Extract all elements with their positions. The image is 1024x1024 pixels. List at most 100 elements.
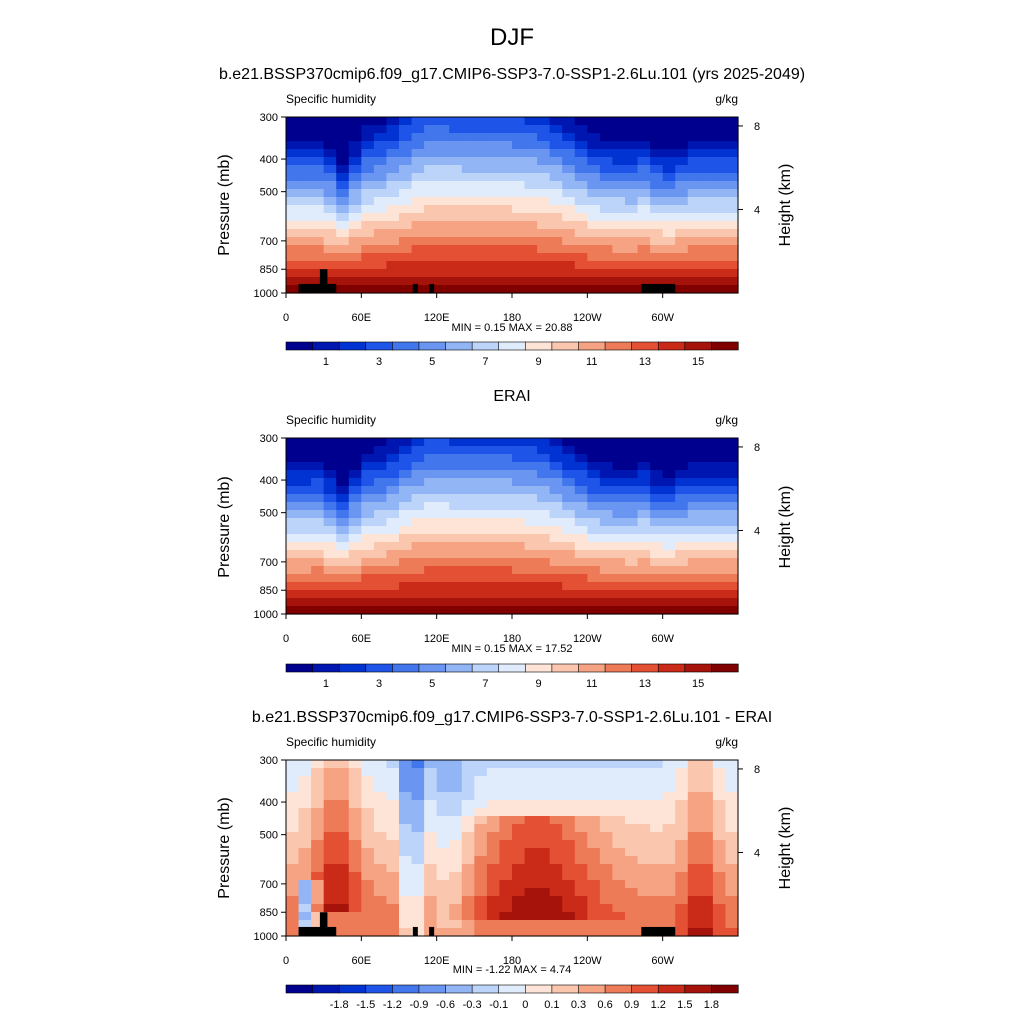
heatmap-cell bbox=[574, 582, 588, 591]
heatmap-cell bbox=[436, 784, 450, 793]
heatmap-cell bbox=[336, 197, 350, 206]
heatmap-cell bbox=[499, 237, 513, 246]
heatmap-cell bbox=[436, 920, 450, 929]
heatmap-cell bbox=[725, 590, 739, 599]
heatmap-cell bbox=[562, 438, 576, 447]
heatmap-cell bbox=[587, 542, 601, 551]
heatmap-cell bbox=[625, 438, 639, 447]
heatmap-cell bbox=[587, 157, 601, 166]
heatmap-cell bbox=[323, 462, 337, 471]
y2-axis-label: Height (km) bbox=[777, 164, 794, 247]
colorbar-swatch bbox=[524, 663, 553, 673]
heatmap-cell bbox=[650, 864, 664, 873]
heatmap-cell bbox=[286, 269, 300, 278]
heatmap-cell bbox=[675, 229, 689, 238]
heatmap-cell bbox=[348, 896, 362, 905]
heatmap-cell bbox=[323, 229, 337, 238]
heatmap-cell bbox=[687, 800, 701, 809]
heatmap-cell bbox=[650, 534, 664, 543]
heatmap-cell bbox=[386, 880, 400, 889]
heatmap-cell bbox=[650, 277, 664, 286]
heatmap-cell bbox=[512, 574, 526, 583]
heatmap-cell bbox=[549, 534, 563, 543]
heatmap-cell bbox=[599, 173, 614, 182]
heatmap-cell bbox=[323, 165, 337, 174]
heatmap-cell bbox=[336, 912, 350, 921]
heatmap-cell bbox=[712, 824, 727, 833]
heatmap-cell bbox=[725, 125, 739, 134]
heatmap-cell bbox=[512, 582, 526, 591]
heatmap-cell bbox=[700, 808, 714, 817]
heatmap-cell bbox=[461, 478, 475, 487]
heatmap-cell bbox=[449, 502, 463, 511]
heatmap-cell bbox=[286, 606, 300, 615]
heatmap-cell bbox=[474, 824, 488, 833]
heatmap-cell bbox=[323, 832, 337, 841]
heatmap-cell bbox=[662, 784, 676, 793]
heatmap-cell bbox=[637, 486, 651, 495]
heatmap-cell bbox=[612, 534, 626, 543]
heatmap-cell bbox=[599, 117, 614, 126]
heatmap-cell bbox=[361, 840, 375, 849]
heatmap-cell bbox=[524, 768, 538, 777]
colorbar-label: 15 bbox=[692, 678, 704, 690]
y-tick-label: 1000 bbox=[254, 931, 278, 943]
heatmap-cell bbox=[662, 920, 676, 929]
heatmap-cell bbox=[323, 157, 337, 166]
heatmap-cell bbox=[712, 221, 727, 230]
heatmap-cell bbox=[373, 792, 388, 801]
heatmap-cell bbox=[537, 856, 551, 865]
colorbar-label: 13 bbox=[639, 356, 651, 368]
heatmap-cell bbox=[286, 510, 300, 519]
heatmap-cell bbox=[562, 808, 576, 817]
heatmap-cell bbox=[311, 832, 325, 841]
heatmap-cell bbox=[323, 261, 337, 270]
heatmap-cell bbox=[436, 478, 450, 487]
heatmap-cell bbox=[537, 133, 551, 142]
heatmap-cell bbox=[373, 510, 388, 519]
heatmap-cell bbox=[474, 237, 488, 246]
heatmap-cell bbox=[650, 510, 664, 519]
heatmap-cell bbox=[361, 800, 375, 809]
heatmap-cell bbox=[625, 542, 639, 551]
heatmap-cell bbox=[712, 165, 727, 174]
heatmap-cell bbox=[361, 768, 375, 777]
heatmap-cell bbox=[712, 502, 727, 511]
heatmap-cell bbox=[323, 221, 337, 230]
heatmap-cell bbox=[424, 920, 438, 929]
heatmap-cell bbox=[311, 502, 325, 511]
heatmap-cell bbox=[474, 181, 488, 190]
heatmap-cell bbox=[298, 872, 312, 881]
heatmap-cell bbox=[436, 542, 450, 551]
heatmap-cell bbox=[537, 237, 551, 246]
heatmap-cell bbox=[386, 928, 400, 937]
heatmap-cell bbox=[625, 558, 639, 567]
heatmap-cell bbox=[662, 776, 676, 785]
heatmap-cell bbox=[599, 181, 614, 190]
heatmap-cell bbox=[436, 205, 450, 214]
heatmap-cell bbox=[537, 165, 551, 174]
heatmap-cell bbox=[512, 606, 526, 615]
heatmap-cell bbox=[323, 133, 337, 142]
heatmap-cell bbox=[662, 872, 676, 881]
heatmap-cell bbox=[574, 606, 588, 615]
heatmap-cell bbox=[399, 486, 413, 495]
heatmap-cell bbox=[675, 792, 689, 801]
heatmap-cell bbox=[599, 221, 614, 230]
heatmap-cell bbox=[524, 816, 538, 825]
heatmap-cell bbox=[712, 534, 727, 543]
heatmap-cell bbox=[712, 462, 727, 471]
heatmap-cell bbox=[486, 125, 501, 134]
heatmap-cell bbox=[411, 534, 425, 543]
heatmap-cell bbox=[373, 117, 388, 126]
heatmap-cell bbox=[436, 133, 450, 142]
heatmap-cell bbox=[562, 558, 576, 567]
heatmap-cell bbox=[549, 438, 563, 447]
heatmap-cell bbox=[687, 792, 701, 801]
heatmap-cell bbox=[725, 133, 739, 142]
heatmap-cell bbox=[486, 800, 501, 809]
heatmap-cell bbox=[386, 133, 400, 142]
heatmap-cell bbox=[549, 478, 563, 487]
heatmap-cell bbox=[662, 205, 676, 214]
heatmap-cell bbox=[286, 800, 300, 809]
